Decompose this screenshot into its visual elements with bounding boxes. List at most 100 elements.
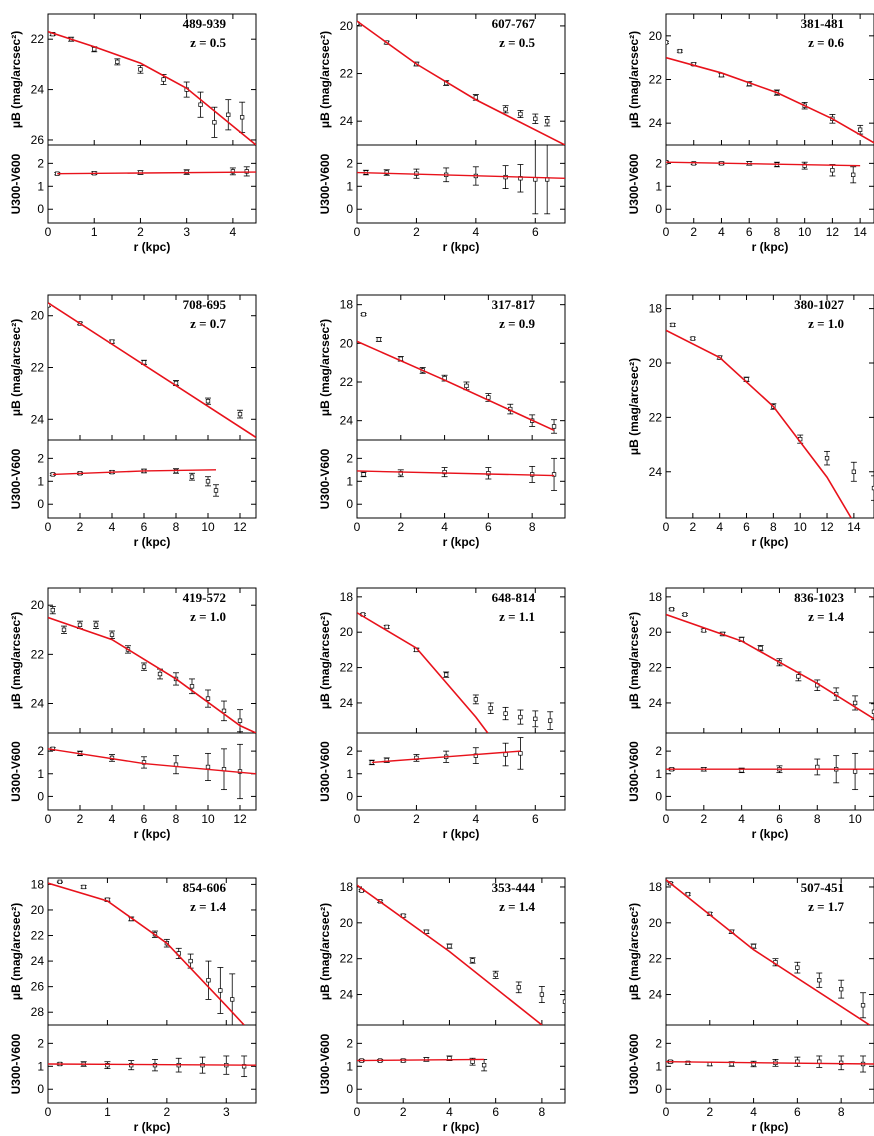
top-data-point xyxy=(817,978,822,983)
top-data-series xyxy=(357,884,565,1025)
bottom-y-tick-label: 0 xyxy=(346,1082,353,1096)
x-tick-label: 10 xyxy=(201,812,215,826)
top-data-point xyxy=(533,716,538,722)
top-model-curve xyxy=(48,302,256,439)
x-tick-label: 6 xyxy=(485,520,492,534)
bottom-data-point xyxy=(802,163,807,168)
x-tick-label: 8 xyxy=(529,520,536,534)
top-y-tick-label: 18 xyxy=(649,590,663,604)
top-y-tick-label: 20 xyxy=(340,19,354,33)
bottom-data-point xyxy=(205,479,211,484)
top-y-tick-label: 24 xyxy=(649,988,663,1002)
bottom-model-curve xyxy=(357,1058,485,1062)
x-tick-label: 3 xyxy=(183,225,190,239)
bottom-model-curve xyxy=(57,171,256,175)
x-tick-label: 4 xyxy=(738,812,745,826)
top-y-tick-label: 22 xyxy=(649,661,663,675)
x-tick-label: 2 xyxy=(77,812,84,826)
top-y-axis-label: μB (mag/arcsec²) xyxy=(9,31,23,128)
bottom-y-tick-label: 2 xyxy=(346,451,353,465)
bottom-data-point xyxy=(839,1060,844,1066)
top-y-axis-label: μB (mag/arcsec²) xyxy=(9,903,23,1000)
galaxy-id-label: 854-606 xyxy=(183,880,227,895)
top-data-point xyxy=(758,645,763,651)
redshift-label: z = 0.5 xyxy=(190,35,226,50)
x-tick-label: 14 xyxy=(853,225,867,239)
top-data-point xyxy=(796,674,801,679)
bottom-y-axis-label: U300-V600 xyxy=(318,741,332,802)
top-y-axis-label: μB (mag/arcsec²) xyxy=(627,358,641,455)
x-tick-label: 10 xyxy=(794,520,808,534)
bottom-model-curve xyxy=(357,171,565,179)
x-tick-label: 0 xyxy=(354,812,361,826)
x-tick-label: 2 xyxy=(690,225,697,239)
bottom-model-curve xyxy=(52,469,217,476)
top-y-tick-label: 26 xyxy=(31,980,45,994)
x-tick-label: 6 xyxy=(532,225,539,239)
top-data-point xyxy=(701,628,706,633)
bottom-plot-frame xyxy=(665,1024,874,1104)
top-data-series xyxy=(666,40,874,144)
top-data-point xyxy=(533,116,538,121)
top-data-point xyxy=(447,943,452,949)
bottom-data-series xyxy=(666,1055,874,1073)
bottom-data-point xyxy=(470,1059,475,1064)
galaxy-id-label: 317-817 xyxy=(492,297,536,312)
top-data-point xyxy=(221,708,227,714)
bottom-data-series xyxy=(357,457,558,491)
x-tick-label: 2 xyxy=(400,1105,407,1119)
top-y-axis-label: μB (mag/arcsec²) xyxy=(9,612,23,709)
galaxy-id-label: 507-451 xyxy=(801,880,844,895)
bottom-data-point xyxy=(486,471,491,476)
top-data-point xyxy=(470,958,475,963)
top-y-axis-label: μB (mag/arcsec²) xyxy=(318,319,332,416)
bottom-y-tick-label: 1 xyxy=(655,179,662,193)
bottom-data-series xyxy=(54,166,256,177)
top-data-point xyxy=(860,1003,866,1008)
top-data-point xyxy=(751,943,756,949)
x-axis-label: r (kpc) xyxy=(752,535,789,549)
top-y-axis-label: μB (mag/arcsec²) xyxy=(318,903,332,1000)
top-data-point xyxy=(503,107,508,112)
top-data-point xyxy=(237,411,243,417)
x-tick-label: 8 xyxy=(173,520,180,534)
bottom-model-curve xyxy=(48,748,256,775)
x-tick-label: 4 xyxy=(716,520,723,534)
bottom-model-curve xyxy=(371,750,521,764)
top-data-point xyxy=(871,485,874,491)
bottom-y-tick-label: 1 xyxy=(37,767,44,781)
top-y-tick-label: 18 xyxy=(340,298,354,312)
x-tick-label: 10 xyxy=(201,520,215,534)
top-y-tick-label: 20 xyxy=(31,309,45,323)
galaxy-id-label: 380-1027 xyxy=(794,297,844,312)
galaxy-id-label: 836-1023 xyxy=(794,590,844,605)
top-model-curve xyxy=(357,340,555,432)
bottom-data-point xyxy=(361,472,366,477)
top-data-point xyxy=(857,127,863,132)
top-data-series xyxy=(48,879,245,1025)
top-data-point xyxy=(518,714,523,720)
bottom-data-series xyxy=(49,468,219,497)
redshift-label: z = 1.1 xyxy=(499,609,535,624)
x-axis-label: r (kpc) xyxy=(134,1120,171,1134)
top-y-tick-label: 20 xyxy=(31,903,45,917)
top-data-point xyxy=(852,700,858,706)
x-tick-label: 0 xyxy=(45,1105,52,1119)
galaxy-id-label: 648-814 xyxy=(492,590,536,605)
bottom-y-tick-label: 0 xyxy=(37,1082,44,1096)
x-tick-label: 6 xyxy=(492,1105,499,1119)
top-y-tick-label: 22 xyxy=(649,73,663,87)
bottom-y-axis-label: U300-V600 xyxy=(9,448,23,509)
bottom-plot-frame xyxy=(47,144,257,224)
galaxy-id-label: 489-939 xyxy=(183,16,227,31)
bottom-plot-frame xyxy=(665,144,874,224)
top-data-point xyxy=(488,706,493,711)
bottom-y-tick-label: 2 xyxy=(37,744,44,758)
redshift-label: z = 1.4 xyxy=(499,899,535,914)
x-tick-label: 4 xyxy=(441,520,448,534)
bottom-data-point xyxy=(205,764,211,770)
top-y-tick-label: 22 xyxy=(31,929,45,943)
